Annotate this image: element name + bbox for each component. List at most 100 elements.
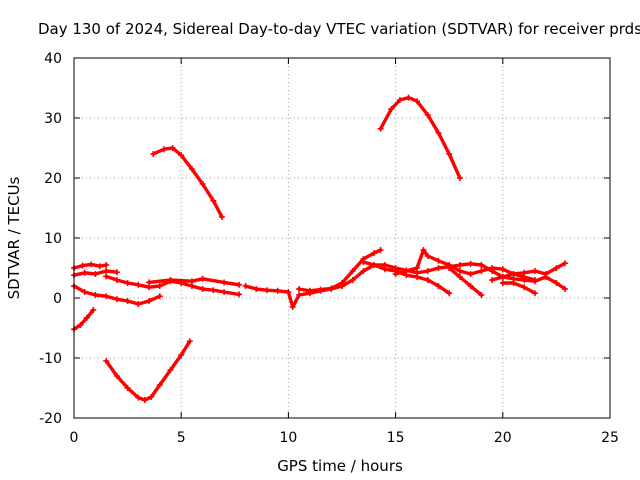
satellite-track-15-point	[478, 292, 485, 298]
satellite-track-17-point	[553, 280, 560, 286]
satellite-track-14-point	[499, 266, 506, 273]
satellite-track-2-point	[135, 394, 142, 401]
satellite-track-2-point	[113, 373, 120, 379]
satellite-track-4-point	[456, 175, 463, 181]
satellite-track-10-point	[296, 292, 303, 298]
satellite-track-10-point	[253, 286, 260, 292]
satellite-track-12-point	[456, 262, 463, 268]
satellite-track-16-point	[553, 265, 560, 271]
satellite-track-5-point	[79, 262, 86, 269]
satellite-track-14-point	[478, 268, 485, 274]
satellite-track-14-point	[456, 268, 463, 274]
satellite-track-8-point	[221, 289, 228, 295]
satellite-track-14-point	[467, 271, 474, 277]
satellite-track-18-point	[531, 290, 538, 297]
satellite-track-3-point	[210, 197, 217, 204]
y-tick-label: 40	[44, 51, 62, 67]
satellite-track-12-point	[424, 268, 431, 274]
satellite-track-9-point	[188, 278, 195, 285]
satellite-track-6-point	[81, 269, 88, 276]
x-tick-label: 20	[494, 430, 512, 446]
satellite-track-2-point	[103, 358, 110, 364]
grid	[74, 58, 610, 418]
x-tick-label: 0	[70, 430, 79, 446]
x-axis-label: GPS time / hours	[277, 457, 403, 475]
x-tick-label: 25	[601, 430, 619, 446]
satellite-track-13-point	[435, 283, 442, 289]
satellite-track-7-point	[92, 292, 99, 298]
satellite-track-11-point	[349, 268, 356, 274]
satellite-track-12-point	[360, 268, 367, 274]
satellite-track-9-point	[236, 281, 243, 288]
satellite-track-1-point	[77, 322, 84, 328]
satellite-track-11-point	[296, 286, 303, 292]
satellite-track-13-point	[414, 274, 421, 280]
satellite-track-7-point	[146, 298, 153, 304]
satellite-track-16-point	[561, 260, 568, 267]
satellite-track-17-point	[499, 274, 506, 280]
y-tick-label: -20	[39, 411, 62, 427]
satellite-track-12-point	[349, 277, 356, 283]
satellite-track-15	[447, 266, 484, 297]
satellite-track-9-point	[199, 275, 206, 282]
satellite-track-8-point	[113, 277, 120, 283]
satellite-track-14-point	[392, 271, 399, 277]
satellite-track-3-point	[161, 146, 168, 153]
satellite-track-11	[297, 248, 383, 293]
satellite-track-3-point	[178, 152, 185, 159]
satellite-track-2-point	[178, 352, 185, 358]
x-tick-label: 5	[177, 430, 186, 446]
satellite-track-8-point	[199, 286, 206, 292]
satellite-track-14-point	[420, 247, 427, 253]
y-tick-label: 10	[44, 231, 62, 247]
satellite-track-8-point	[236, 291, 243, 298]
satellite-track-3-point	[218, 214, 225, 220]
satellite-track-8-point	[135, 281, 142, 288]
satellite-track-8-point	[156, 283, 163, 289]
satellite-track-5-point	[103, 262, 110, 268]
satellite-track-7-point	[135, 301, 142, 307]
y-tick-label: 20	[44, 171, 62, 187]
satellite-track-13-point	[371, 262, 378, 268]
satellite-track-4-point	[405, 94, 412, 101]
satellite-track-6-point	[92, 271, 99, 277]
chart-title: Day 130 of 2024, Sidereal Day-to-day VTE…	[38, 20, 640, 38]
satellite-track-3-point	[150, 151, 157, 157]
satellite-track-14-point	[403, 268, 410, 274]
satellite-track-2	[104, 339, 192, 402]
satellite-track-3-point	[169, 145, 176, 151]
satellite-track-10-point	[242, 283, 249, 289]
satellite-track-7-point	[103, 293, 110, 300]
satellite-track-1-point	[83, 314, 90, 321]
satellite-track-10-point	[285, 289, 292, 295]
y-axis-label: SDTVAR / TECUs	[5, 176, 23, 299]
satellite-track-10-point	[274, 287, 281, 294]
satellite-track-14-point	[435, 257, 442, 264]
satellite-track-4-point	[446, 151, 453, 157]
satellite-track-16	[479, 261, 567, 279]
satellite-track-1	[72, 308, 96, 331]
satellite-track-8-point	[210, 287, 217, 294]
satellite-track-13-point	[360, 259, 367, 265]
satellite-track-4-point	[388, 106, 395, 112]
satellite-track-7-point	[156, 293, 163, 300]
satellite-track-11-point	[377, 247, 384, 253]
satellite-track-11-point	[317, 286, 324, 293]
x-tick-label: 10	[279, 430, 297, 446]
satellite-track-10-point	[263, 287, 270, 294]
satellite-track-4-point	[396, 97, 403, 103]
satellite-track-8-point	[103, 273, 110, 280]
satellite-track-17-point	[521, 277, 528, 283]
satellite-track-8-point	[124, 280, 131, 286]
satellite-track-18-point	[510, 280, 517, 286]
data-series	[71, 94, 568, 403]
satellite-track-15-point	[456, 274, 463, 280]
satellite-track-16-point	[489, 268, 496, 274]
y-tick-label: 0	[53, 291, 62, 307]
satellite-track-2-point	[186, 338, 193, 345]
satellite-track-6-point	[103, 268, 110, 274]
satellite-track-15-point	[467, 283, 474, 289]
satellite-track-17-point	[489, 277, 496, 283]
satellite-track-11-point	[328, 285, 335, 292]
